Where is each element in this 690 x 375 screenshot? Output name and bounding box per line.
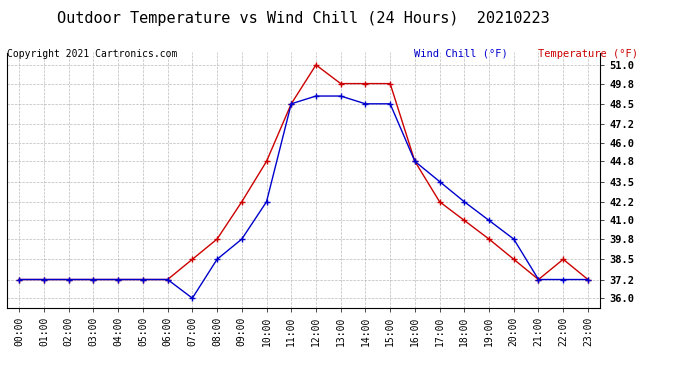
Text: Temperature (°F): Temperature (°F) — [538, 49, 638, 59]
Text: Wind Chill (°F): Wind Chill (°F) — [414, 49, 508, 59]
Text: Outdoor Temperature vs Wind Chill (24 Hours)  20210223: Outdoor Temperature vs Wind Chill (24 Ho… — [57, 11, 550, 26]
Text: Copyright 2021 Cartronics.com: Copyright 2021 Cartronics.com — [7, 49, 177, 59]
